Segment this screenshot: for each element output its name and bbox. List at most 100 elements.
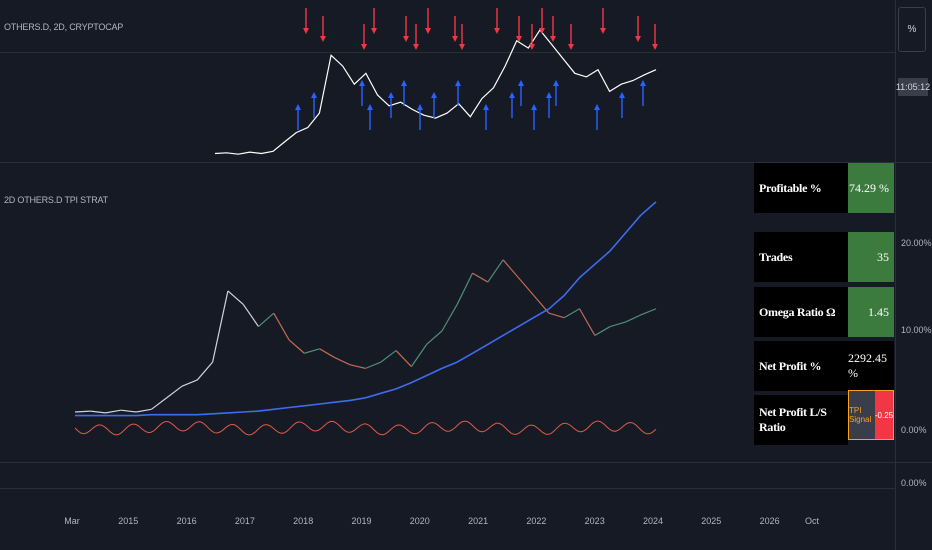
strategy-series-segment [563,308,580,319]
x-tick-label: 2023 [585,516,605,526]
strategy-series-segment [227,290,244,305]
strategy-series-segment [258,312,275,328]
stats-row-omega: Omega Ratio Ω 1.45 [754,287,894,337]
countdown-label: 11:05:12 [896,78,930,96]
x-tick-label: 2016 [177,516,197,526]
percent-scale-button[interactable]: % [898,7,926,52]
short-arrow-head [539,28,545,34]
strategy-series-segment [502,259,519,278]
x-tick-label: 2026 [760,516,780,526]
short-arrow-head [320,36,326,42]
strategy-series-segment [472,272,489,283]
stats-row-net-profit: Net Profit % 2292.45 % [754,341,894,391]
stats-row-profitable: Profitable % 74.29 % [754,163,894,213]
strategy-series-segment [517,277,535,296]
long-arrow-head [417,104,423,110]
strategy-series-segment [395,350,412,368]
long-arrow-head [311,92,317,98]
strategy-series-segment [487,259,504,283]
strategy-series-segment [365,361,382,369]
long-arrow-head [509,92,515,98]
stats-value: 2292.45 % [848,341,894,391]
short-arrow-head [403,36,409,42]
indicator-pane [74,201,657,436]
equity-line [75,201,657,417]
tpi-signal-label: TPI Signal [849,391,875,439]
stats-label: Profitable % [754,163,848,213]
strategy-series-segment [334,357,351,366]
strategy-series-segment [548,312,565,319]
long-arrow-head [640,80,646,86]
long-arrow-head [295,104,301,110]
stats-value: 74.29 % [848,163,894,213]
strategy-series-segment [242,303,259,327]
strategy-series-segment [136,408,152,413]
stats-label: Trades [754,232,848,282]
short-arrow-head [635,36,641,42]
stats-row-ls-ratio: Net Profit L/S Ratio [754,395,894,445]
short-arrow-head [425,28,431,34]
stats-label: Net Profit % [754,341,848,391]
strategy-series-segment [90,410,106,414]
long-arrow-head [388,92,394,98]
x-tick-label: 2017 [235,516,255,526]
strategy-series-segment [196,361,214,381]
long-arrow-head [553,80,559,86]
price-line [214,28,657,155]
x-tick-label: 2024 [643,516,663,526]
short-arrow-head [371,28,377,34]
short-arrow-head [568,44,574,50]
short-arrow-head [652,44,658,50]
x-tick-label: 2020 [410,516,430,526]
long-arrow-head [401,80,407,86]
long-arrow-head [619,92,625,98]
strategy-series-segment [426,330,443,345]
strategy-series-segment [166,385,183,399]
tpi-signal-value: -0.25 [875,391,893,439]
long-arrow-head [367,104,373,110]
strategy-series-segment [304,348,320,354]
symbol-label: OTHERS.D, 2D, CRYPTOCAP [4,22,124,32]
y-tick-label: 10.00% [901,325,932,335]
x-tick-label: 2019 [351,516,371,526]
short-arrow-head [600,28,606,34]
strategy-series-segment [609,321,626,328]
short-arrow-head [452,36,458,42]
stats-value: 1.45 [848,287,894,337]
strategy-series-segment [120,409,137,413]
strategy-series-segment [594,326,611,336]
strategy-label: 2D OTHERS.D TPI STRAT [4,195,108,205]
short-arrow-head [516,36,522,42]
long-arrow-head [546,92,552,98]
y-tick-label: 0.00% [901,478,927,488]
short-arrow-head [303,28,309,34]
long-arrow-head [531,104,537,110]
x-tick-label: 2015 [118,516,138,526]
strategy-series-segment [410,344,428,367]
axes: Mar 2015 2016 2017 2018 2019 2020 2021 2022 2023 2… [64,238,931,526]
y-tick-label: 0.00% [901,425,927,435]
long-arrow-head [359,80,365,86]
strategy-series-segment [105,409,121,414]
x-tick-label: 2018 [293,516,313,526]
long-arrow-head [455,80,461,86]
x-tick-label: 2022 [526,516,546,526]
strategy-series-segment [625,314,641,323]
short-arrow-head [550,36,556,42]
strategy-series-segment [441,304,458,332]
x-tick-label: 2021 [468,516,488,526]
strategy-series-segment [151,397,168,410]
price-pane [214,8,658,155]
strategy-series-segment [380,350,397,363]
short-arrow-head [413,44,419,50]
short-arrow-head [529,44,535,50]
long-arrow-head [594,104,600,110]
short-arrow-head [459,44,465,50]
x-tick-label: Oct [805,516,820,526]
strategy-series-segment [212,290,229,363]
long-arrow-head [431,92,437,98]
strategy-series-segment [640,308,657,316]
strategy-series-segment [273,312,290,341]
stats-label: Net Profit L/S Ratio [754,395,848,445]
